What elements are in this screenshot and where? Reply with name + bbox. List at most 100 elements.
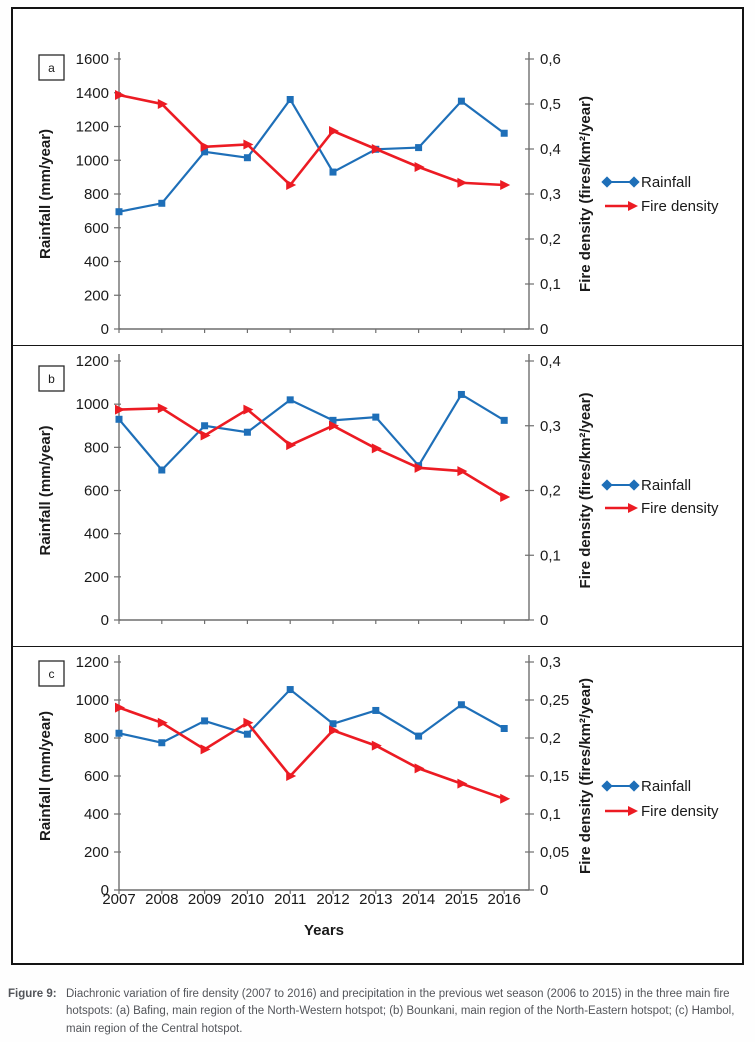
legend-arrow-marker	[628, 806, 638, 816]
fire-density-marker	[457, 466, 468, 477]
rainfall-marker	[243, 428, 251, 436]
rainfall-marker	[286, 686, 294, 694]
fire-density-marker	[200, 141, 211, 152]
fire-density-marker	[329, 725, 339, 736]
fire-density-marker	[457, 778, 468, 789]
left-axis-tick-label: 400	[84, 254, 109, 271]
rainfall-line	[118, 688, 505, 744]
left-axis-tick-label: 1600	[76, 51, 109, 68]
axes: 0 200 400 600 800 1000 1200 1400 1600 0 0,1 0,2 0,3 0…	[76, 51, 561, 338]
x-axis-tick-label: 2009	[188, 891, 221, 908]
left-axis-tick-label: 1000	[76, 152, 109, 169]
legend-item-fire-density: Fire density	[605, 500, 719, 517]
legend-label: Rainfall	[641, 477, 691, 494]
rainfall-marker	[500, 416, 508, 424]
fire-density-marker	[243, 404, 254, 415]
left-axis-tick-label: 800	[84, 730, 109, 747]
fire-density-marker	[115, 702, 125, 713]
rainfall-marker	[158, 466, 166, 474]
rainfall-marker	[243, 730, 251, 738]
legend-diamond-marker	[628, 479, 640, 491]
left-axis-tick-label: 1000	[76, 396, 109, 413]
panel-label-text: b	[48, 372, 55, 386]
rainfall-marker	[500, 129, 508, 137]
fire-density-marker	[329, 420, 339, 431]
right-axis-tick-label: 0,15	[540, 768, 569, 785]
legend-item-rainfall: Rainfall	[601, 477, 691, 494]
legend-label: Fire density	[641, 198, 719, 215]
fire-density-marker	[200, 744, 211, 755]
rainfall-marker	[329, 720, 337, 728]
fire-density-marker	[414, 763, 425, 774]
legend-label: Fire density	[641, 500, 719, 517]
rainfall-marker	[372, 413, 380, 421]
legend-label: Fire density	[641, 803, 719, 820]
rainfall-marker	[115, 415, 123, 423]
fire-density-marker	[157, 717, 168, 728]
fire-density-line	[118, 93, 505, 187]
legend-arrow-marker	[628, 201, 638, 211]
right-axis-tick-label: 0,2	[540, 730, 561, 747]
x-axis-tick-label: 2007	[102, 891, 135, 908]
fire-density-series	[115, 90, 511, 190]
figure-caption: Figure 9: Diachronic variation of fire d…	[8, 986, 749, 1038]
left-axis-tick-label: 800	[84, 186, 109, 203]
right-axis-title: Fire density (fires/km²/year)	[577, 678, 594, 874]
fire-density-series	[115, 403, 511, 502]
rainfall-line	[118, 97, 505, 213]
legend-diamond-marker	[601, 479, 613, 491]
left-axis-tick-label: 200	[84, 569, 109, 586]
fire-density-marker	[500, 180, 511, 190]
chart-b-rainfall-fire-density: 0 200 400 600 800 1000 1200 0 0,1 0,2 0,3 0,4 Rainfa…	[37, 353, 719, 629]
axes: 0 200 400 600 800 1000 1200 0 0,1 0,2 0,3 0,4	[76, 353, 561, 629]
right-axis-title: Fire density (fires/km²/year)	[577, 96, 594, 292]
x-axis-title: Years	[304, 922, 344, 939]
rainfall-marker	[243, 154, 251, 162]
left-axis-tick-label: 200	[84, 287, 109, 304]
rainfall-marker	[286, 96, 294, 103]
rainfall-marker	[201, 717, 209, 725]
legend-diamond-marker	[628, 176, 640, 188]
fire-density-marker	[115, 90, 125, 100]
left-axis-tick-label: 1200	[76, 119, 109, 136]
rainfall-marker	[457, 701, 465, 709]
right-axis-tick-label: 0,1	[540, 547, 561, 564]
right-axis-tick-label: 0,3	[540, 186, 561, 203]
x-axis-tick-label: 2010	[231, 891, 264, 908]
x-axis-tick-label: 2008	[145, 891, 178, 908]
left-axis-tick-label: 600	[84, 768, 109, 785]
rainfall-marker	[286, 396, 294, 404]
chart-a-rainfall-fire-density: 0 200 400 600 800 1000 1200 1400 1600 0 0,1 0,2 0,3 0…	[37, 51, 719, 338]
x-axis-tick-label: 2016	[488, 891, 521, 908]
legend-label: Rainfall	[641, 174, 691, 191]
rainfall-marker	[415, 144, 423, 152]
right-axis-tick-label: 0,6	[540, 51, 561, 68]
right-axis-tick-label: 0,5	[540, 96, 561, 113]
left-axis-tick-label: 0	[101, 882, 109, 899]
panel-label-text: c	[49, 667, 55, 681]
legend-diamond-marker	[601, 780, 613, 792]
fire-density-series	[115, 702, 511, 804]
axes: 0 200 400 600 800 1000 1200 0 0,05 0,1 0,15 0,2 0,25…	[76, 654, 570, 939]
x-axis-tick-label: 2013	[359, 891, 392, 908]
rainfall-marker	[500, 725, 508, 732]
left-axis-tick-label: 600	[84, 220, 109, 237]
right-axis-tick-label: 0,2	[540, 231, 561, 248]
fire-density-marker	[414, 162, 425, 172]
fire-density-line	[118, 706, 505, 801]
legend-item-fire-density: Fire density	[605, 803, 719, 820]
fire-density-line	[118, 406, 505, 499]
rainfall-marker	[372, 706, 380, 714]
panel-label-a: a	[38, 54, 65, 81]
fire-density-marker	[500, 793, 511, 804]
rainfall-marker	[329, 168, 337, 176]
legend-item-fire-density: Fire density	[605, 198, 719, 215]
legend: Rainfall Fire density	[601, 477, 719, 517]
x-axis-tick-label: 2011	[274, 891, 306, 908]
rainfall-marker	[415, 732, 423, 740]
right-axis-tick-label: 0	[540, 882, 548, 899]
panel-label-text: a	[48, 61, 55, 75]
right-axis-tick-label: 0,1	[540, 806, 561, 823]
figure-caption-label: Figure 9:	[8, 988, 57, 1000]
x-axis-tick-label: 2012	[316, 891, 349, 908]
